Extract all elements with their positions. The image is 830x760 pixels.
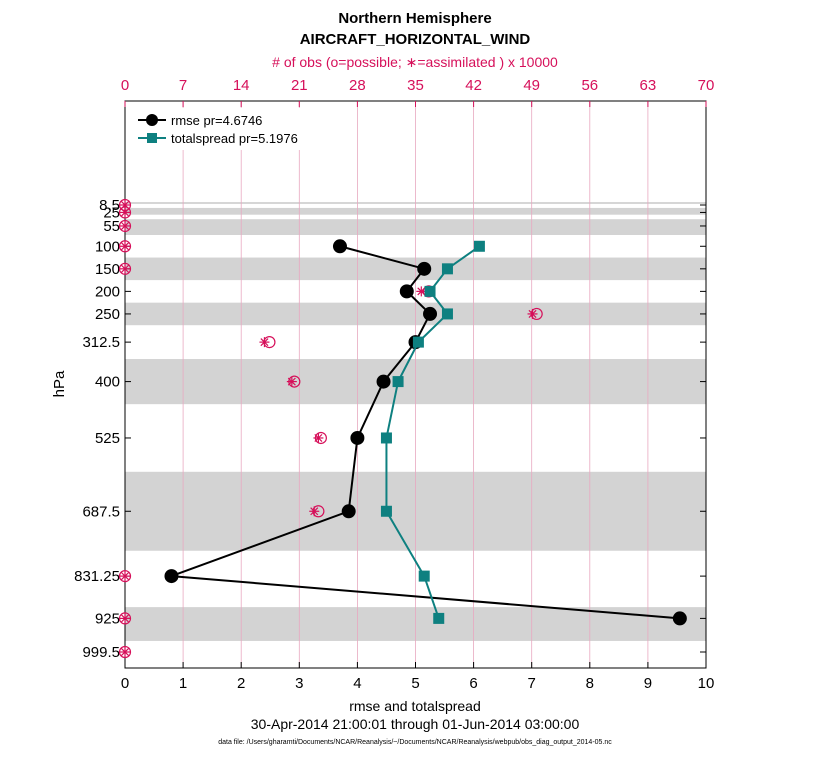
obs-possible-marker (118, 645, 132, 659)
top-x-tick-label: 35 (407, 77, 424, 94)
totalspread-line (385, 245, 480, 619)
x-tick-label: 10 (698, 675, 715, 692)
y-tick-label: 200 (95, 283, 120, 300)
top-axis-label: # of obs (o=possible; ∗=assimilated ) x … (272, 54, 558, 70)
x-tick-label: 5 (411, 675, 419, 692)
obs-possible-marker (118, 240, 132, 253)
obs-possible-marker (118, 219, 132, 233)
totalspread-point (473, 240, 485, 252)
rmse-point (350, 430, 365, 445)
legend-marker (146, 114, 158, 126)
obs-assimilated-marker (309, 506, 320, 517)
obs-assimilated-marker (313, 432, 324, 443)
obs-possible-marker (118, 570, 132, 583)
rmse-line (171, 245, 680, 620)
date-range: 30-Apr-2014 21:00:01 through 01-Jun-2014… (250, 716, 580, 732)
x-tick-label: 3 (295, 675, 303, 692)
chart-title: Northern Hemisphere (338, 10, 492, 27)
data-file-path: data file: /Users/gharamti/Documents/NCA… (218, 739, 612, 746)
obs-assimilated-marker (120, 241, 130, 252)
rmse-point (341, 504, 356, 519)
x-tick-label: 0 (121, 675, 129, 692)
y-tick-label: 999.5 (82, 644, 120, 661)
obs-assimilated-marker (120, 207, 130, 218)
top-x-tick-label: 7 (179, 77, 187, 94)
y-tick-label: 100 (95, 238, 120, 255)
obs-assimilated-marker (527, 308, 538, 319)
top-x-tick-label: 28 (349, 77, 366, 94)
legend-marker (147, 133, 157, 143)
y-tick-label: 8.5 (99, 197, 120, 214)
y-tick-label: 250 (95, 306, 120, 323)
rmse-point (423, 306, 438, 321)
legend-label: rmse pr=4.6746 (171, 113, 262, 128)
x-tick-label: 9 (644, 675, 652, 692)
y-tick-label: 150 (95, 261, 120, 278)
totalspread-point (424, 285, 436, 297)
rmse-point (672, 611, 687, 626)
totalspread-point (380, 505, 392, 517)
obs-assimilated-marker (120, 613, 130, 624)
rmse-point (376, 374, 391, 389)
top-x-tick-label: 14 (233, 77, 250, 94)
chart-subtitle: AIRCRAFT_HORIZONTAL_WIND (299, 31, 531, 48)
obs-possible-marker (118, 612, 132, 625)
totalspread-point (441, 308, 453, 320)
obs-assimilated-marker (286, 376, 297, 387)
rmse-point (164, 569, 179, 584)
y-axis-label: hPa (51, 370, 68, 397)
y-tick-label: 525 (95, 430, 120, 447)
top-x-tick-label: 21 (291, 77, 308, 94)
x-tick-label: 2 (237, 675, 245, 692)
y-tick-label: 25 (103, 204, 120, 221)
y-tick-label: 400 (95, 374, 120, 391)
y-tick-label: 55 (103, 218, 120, 235)
top-x-tick-label: 56 (581, 77, 598, 94)
y-tick-label: 687.5 (82, 503, 120, 520)
totalspread-point (392, 376, 404, 388)
totalspread-point (412, 336, 424, 348)
x-axis-label: rmse and totalspread (349, 698, 481, 714)
totalspread-point (441, 263, 453, 275)
x-tick-label: 8 (586, 675, 594, 692)
x-tick-label: 4 (353, 675, 361, 692)
totalspread-point (418, 570, 430, 582)
obs-assimilated-marker (259, 337, 270, 348)
top-x-tick-label: 49 (523, 77, 540, 94)
obs-assimilated-marker (120, 647, 130, 657)
rmse-point (417, 261, 432, 276)
top-x-tick-label: 42 (465, 77, 482, 94)
obs-assimilated-marker (120, 263, 130, 274)
x-tick-label: 6 (469, 675, 477, 692)
top-x-tick-label: 70 (698, 77, 715, 94)
rmse-point (332, 239, 347, 254)
top-x-tick-label: 0 (121, 77, 129, 94)
totalspread-point (380, 432, 392, 444)
top-x-tick-label: 63 (640, 77, 657, 94)
legend-box (134, 108, 310, 150)
totalspread-point (433, 612, 445, 624)
x-tick-label: 1 (179, 675, 187, 692)
y-tick-label: 925 (95, 610, 120, 627)
legend-label: totalspread pr=5.1976 (171, 131, 298, 146)
obs-assimilated-marker (120, 220, 130, 231)
x-tick-label: 7 (528, 675, 536, 692)
obs-assimilated-marker (120, 571, 130, 582)
y-tick-label: 312.5 (82, 334, 120, 351)
y-tick-label: 831.25 (74, 568, 120, 585)
obs-possible-marker (118, 262, 132, 275)
rmse-point (399, 284, 414, 299)
obs-possible-marker (118, 206, 132, 219)
